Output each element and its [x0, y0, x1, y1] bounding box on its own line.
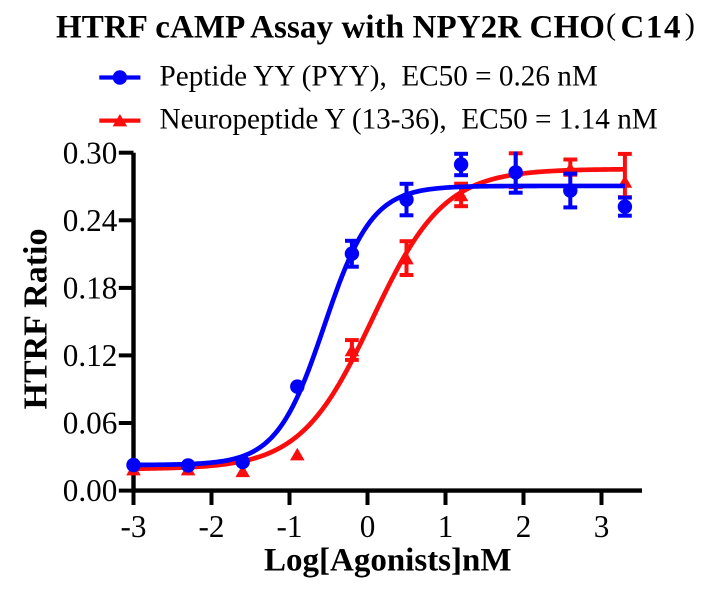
svg-text:-3: -3 [121, 509, 147, 544]
svg-text:-2: -2 [199, 509, 225, 544]
svg-text:2: 2 [516, 509, 532, 544]
svg-text:-1: -1 [277, 509, 303, 544]
svg-text:Peptide YY (PYY), EC50 = 0.26: Peptide YY (PYY), EC50 = 0.26 nM [160, 61, 598, 93]
svg-text:0: 0 [360, 509, 376, 544]
svg-text:0.18: 0.18 [63, 271, 118, 306]
svg-text:HTRF cAMP Assay with NPY2R CHO: HTRF cAMP Assay with NPY2R CHO(C14) [56, 8, 695, 46]
svg-text:Log[Agonists]nM: Log[Agonists]nM [264, 543, 512, 579]
svg-text:0.00: 0.00 [63, 473, 118, 508]
svg-text:0.30: 0.30 [63, 135, 118, 170]
svg-text:Neuropeptide Y (13-36), EC50: Neuropeptide Y (13-36), EC50 = 1.14 nM [160, 103, 658, 135]
svg-text:HTRF Ratio: HTRF Ratio [17, 228, 54, 409]
svg-text:1: 1 [438, 509, 454, 544]
svg-text:0.12: 0.12 [63, 338, 118, 373]
svg-text:0.06: 0.06 [63, 406, 118, 441]
svg-text:0.24: 0.24 [63, 203, 118, 238]
svg-text:3: 3 [594, 509, 610, 544]
